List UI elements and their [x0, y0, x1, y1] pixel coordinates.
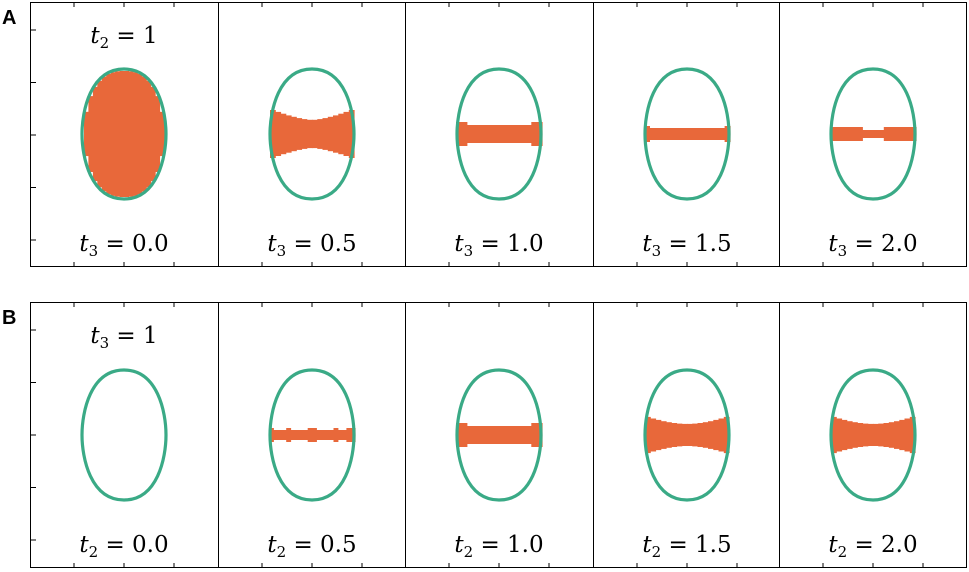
y-ticks — [30, 329, 36, 541]
panel-a-1: t3 = 0.0 — [73, 2, 175, 267]
filled-region — [270, 110, 355, 158]
filled-region — [644, 126, 731, 142]
filled-region — [269, 428, 356, 442]
sweep-equation: t3 = 0.0 — [79, 231, 168, 260]
filled-region — [456, 423, 543, 447]
panel-b-1: t2 = 0.0 — [73, 302, 175, 568]
row-b: Bt2 = 0.0 t2 = 0.5 t2 = 1.0 t2 = 1.5 t2 = 2.… — [2, 302, 967, 568]
boundary-curve — [80, 368, 168, 502]
sweep-equation: t2 = 2.0 — [828, 532, 917, 561]
boundary-curve — [829, 368, 917, 502]
panel-label: B — [2, 307, 16, 329]
sweep-equation: t3 = 0.5 — [267, 231, 356, 260]
y-ticks — [30, 29, 36, 241]
panel-label: A — [2, 7, 16, 29]
panel-a-2: t3 = 0.5 — [261, 2, 363, 267]
panel-b-3: t2 = 1.0 — [448, 302, 550, 568]
sweep-equation: t3 = 1.5 — [642, 231, 731, 260]
panel-b-4: t2 = 1.5 — [636, 302, 738, 568]
boundary-curve — [268, 368, 356, 502]
sweep-equation: t3 = 1.0 — [454, 231, 543, 260]
boundary-curve — [80, 67, 168, 201]
sweep-equation: t2 = 0.0 — [79, 532, 168, 561]
boundary-curve — [643, 67, 731, 201]
boundary-curve — [268, 67, 356, 201]
sweep-equation: t2 = 1.0 — [454, 532, 543, 561]
boundary-curve — [455, 67, 543, 201]
row-a: At3 = 0.0 t3 = 0.5 t3 = 1.0 t3 = 1.5 t3 = 2.… — [2, 2, 967, 267]
filled-region — [830, 127, 917, 141]
boundary-curve — [643, 368, 731, 502]
panel-a-5: t3 = 2.0 — [822, 2, 924, 267]
boundary-curve — [455, 368, 543, 502]
filled-region — [84, 71, 165, 197]
fixed-equation: t3 = 1 — [90, 323, 157, 352]
panel-a-4: t3 = 1.5 — [636, 2, 738, 267]
sweep-equation: t2 = 1.5 — [642, 532, 731, 561]
filled-region — [645, 416, 730, 454]
sweep-equation: t2 = 0.5 — [267, 532, 356, 561]
fixed-equation: t2 = 1 — [90, 23, 157, 52]
panel-b-5: t2 = 2.0 — [822, 302, 924, 568]
filled-region — [456, 122, 543, 146]
sweep-equation: t3 = 2.0 — [828, 231, 917, 260]
panel-b-2: t2 = 0.5 — [261, 302, 363, 568]
filled-region — [831, 416, 916, 454]
panel-a-3: t3 = 1.0 — [448, 2, 550, 267]
boundary-curve — [829, 67, 917, 201]
